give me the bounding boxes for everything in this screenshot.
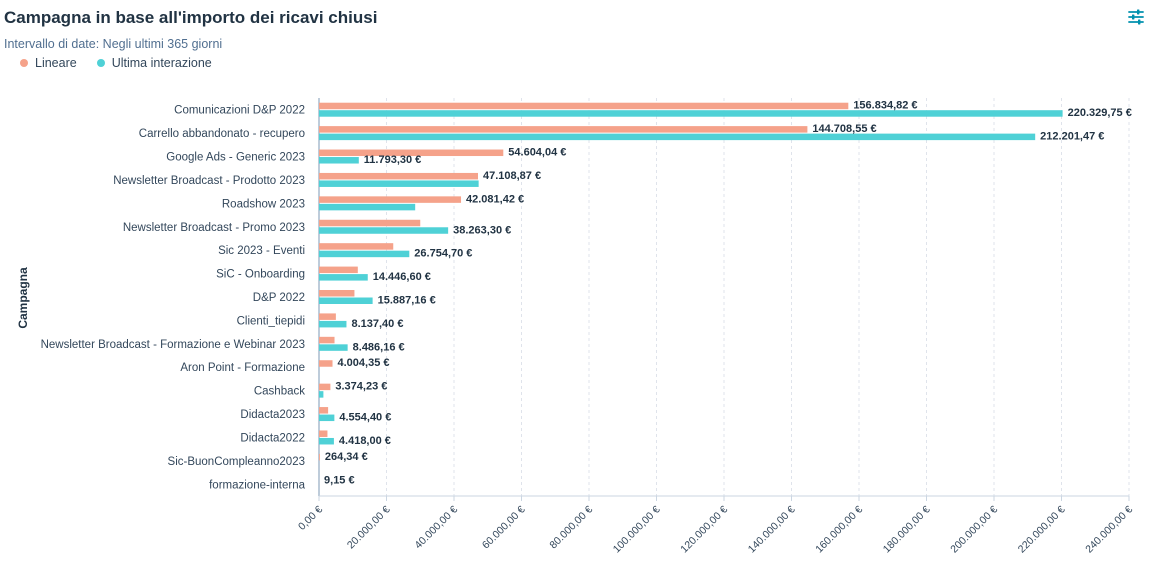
x-tick-label: 60.000,00 € <box>480 504 528 552</box>
x-tick-label: 20.000,00 € <box>345 504 393 552</box>
bar-ultima-interazione <box>319 110 1063 117</box>
x-tick-label: 0,00 € <box>296 504 325 533</box>
value-label: 42.081,42 € <box>466 193 524 205</box>
bar-lineare <box>319 290 355 297</box>
category-label: formazione-interna <box>209 479 305 491</box>
y-axis-label: Campagna <box>16 267 30 329</box>
category-label: Aron Point - Formazione <box>180 362 305 374</box>
legend-dot-lineare <box>20 59 28 67</box>
bar-lineare <box>319 266 358 274</box>
category-label: Google Ads - Generic 2023 <box>166 152 305 164</box>
bar-ultima-interazione <box>319 437 334 445</box>
value-label: 156.834,82 € <box>853 100 917 112</box>
x-tick-label: 180.000,00 € <box>881 504 933 556</box>
legend: Lineare Ultima interazione <box>20 56 212 70</box>
bar-lineare <box>319 430 328 437</box>
category-label: SiC - Onboarding <box>216 269 305 281</box>
x-tick-label: 220.000,00 € <box>1016 504 1068 556</box>
legend-label-ultima-interazione: Ultima interazione <box>111 56 212 70</box>
x-tick-label: 100.000,00 € <box>611 504 663 556</box>
category-labels: Comunicazioni D&P 2022 Carrello abbandona… <box>41 105 306 492</box>
x-tick-label: 140.000,00 € <box>746 504 798 556</box>
x-tick-label: 40.000,00 € <box>412 504 460 552</box>
bar-lineare <box>319 149 504 157</box>
bar-ultima-interazione <box>319 250 410 258</box>
bar-ultima-interazione <box>319 157 359 164</box>
bar-lineare <box>319 196 462 203</box>
value-label: 14.446,60 € <box>373 271 431 283</box>
bars <box>319 102 1063 484</box>
category-label: Sic 2023 - Eventi <box>218 245 305 257</box>
bar-lineare <box>319 313 336 320</box>
bar-lineare <box>319 126 808 133</box>
category-label: Newsletter Broadcast - Formazione e Webi… <box>41 339 305 351</box>
value-label: 4.418,00 € <box>339 435 391 447</box>
bar-ultima-interazione <box>319 180 479 187</box>
category-label: Didacta2022 <box>240 432 305 444</box>
x-tick-label: 200.000,00 € <box>948 504 1000 556</box>
x-tick-label: 80.000,00 € <box>547 504 595 552</box>
x-tick-label: 120.000,00 € <box>678 504 730 556</box>
value-label: 47.108,87 € <box>483 170 541 182</box>
bar-ultima-interazione <box>319 203 416 211</box>
sliders-icon[interactable] <box>1127 8 1145 26</box>
bar-lineare <box>319 453 320 461</box>
bar-lineare <box>319 360 333 367</box>
bar-ultima-interazione <box>319 227 449 234</box>
grid-lines <box>318 98 1130 501</box>
value-label: 144.708,55 € <box>812 123 876 135</box>
value-label: 11.793,30 € <box>364 154 422 166</box>
legend-dot-ultima-interazione <box>96 59 105 67</box>
value-label: 4.004,35 € <box>338 357 390 369</box>
bar-lineare <box>319 102 849 110</box>
x-axis-ticks: 0,00 € 20.000,00 € 40.000,00 € 60.000,00 € 8… <box>296 504 1135 556</box>
value-label: 26.754,70 € <box>414 248 472 260</box>
category-label: D&P 2022 <box>253 292 305 304</box>
category-label: Didacta2023 <box>240 409 305 421</box>
bar-lineare <box>319 243 394 250</box>
date-range-subtitle: Intervallo di date: Negli ultimi 365 gio… <box>4 37 223 51</box>
bar-lineare <box>319 407 329 414</box>
value-labels: 156.834,82 € 220.329,75 € 144.708,55 € 212.… <box>324 100 1132 487</box>
x-tick-label: 240.000,00 € <box>1083 504 1135 556</box>
bar-lineare <box>319 219 421 227</box>
value-label: 38.263,30 € <box>453 224 511 236</box>
category-label: Newsletter Broadcast - Promo 2023 <box>123 222 305 234</box>
value-label: 8.137,40 € <box>351 318 403 330</box>
chart-title: Campagna in base all'importo dei ricavi … <box>4 8 378 27</box>
bar-lineare <box>319 383 331 391</box>
legend-item-ultima-interazione[interactable]: Ultima interazione <box>96 56 212 70</box>
value-label: 220.329,75 € <box>1068 107 1132 119</box>
category-label: Carrello abbandonato - recupero <box>139 128 305 140</box>
legend-label-lineare: Lineare <box>35 56 77 70</box>
value-label: 264,34 € <box>325 451 368 463</box>
category-label: Sic-BuonCompleanno2023 <box>168 456 305 468</box>
value-label: 4.554,40 € <box>339 412 391 424</box>
bar-ultima-interazione <box>319 414 335 422</box>
value-label: 212.201,47 € <box>1040 131 1104 143</box>
bar-ultima-interazione <box>319 320 347 328</box>
value-label: 3.374,23 € <box>335 381 387 393</box>
legend-item-lineare[interactable]: Lineare <box>20 56 77 70</box>
category-label: Roadshow 2023 <box>222 198 305 210</box>
x-tick-label: 160.000,00 € <box>813 504 865 556</box>
bar-ultima-interazione <box>319 344 348 351</box>
category-label: Clienti_tiepidi <box>237 315 305 327</box>
value-label: 9,15 € <box>324 474 355 486</box>
category-label: Newsletter Broadcast - Prodotto 2023 <box>113 175 305 187</box>
bar-ultima-interazione <box>319 391 324 398</box>
bar-ultima-interazione <box>319 133 1036 141</box>
bar-lineare <box>319 172 478 180</box>
bar-lineare <box>319 336 335 344</box>
value-label: 8.486,16 € <box>353 341 405 353</box>
value-label: 15.887,16 € <box>378 295 436 307</box>
bar-ultima-interazione <box>319 297 373 304</box>
category-label: Cashback <box>254 386 305 398</box>
category-label: Comunicazioni D&P 2022 <box>174 105 305 117</box>
bar-ultima-interazione <box>319 274 368 281</box>
value-label: 54.604,04 € <box>508 147 566 159</box>
